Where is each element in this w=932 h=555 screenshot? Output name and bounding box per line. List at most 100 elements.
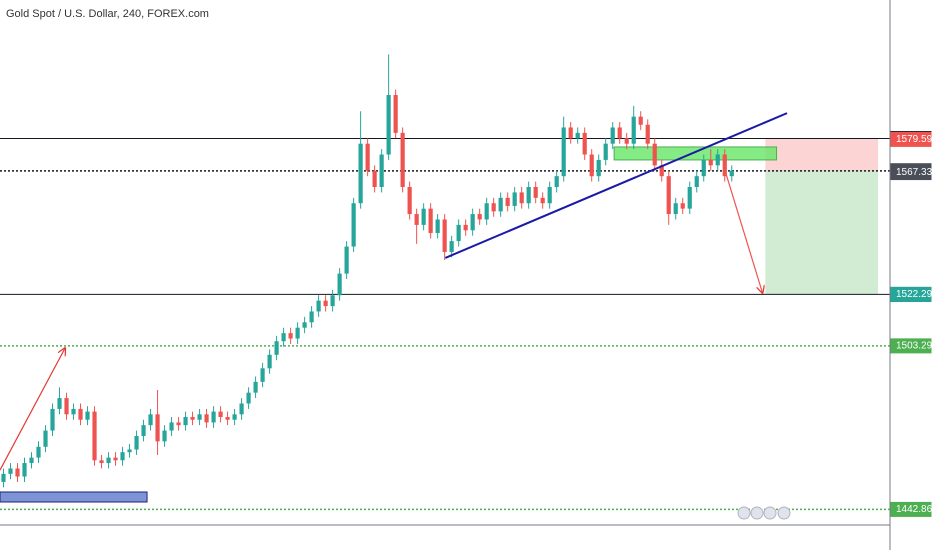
candle-body bbox=[155, 414, 160, 442]
candle-body bbox=[323, 300, 328, 307]
candle-body bbox=[8, 468, 13, 474]
candle-body bbox=[512, 192, 517, 206]
candle-body bbox=[29, 457, 34, 464]
candle-body bbox=[701, 159, 706, 177]
price-label: 1503.29 bbox=[896, 341, 932, 352]
candle-body bbox=[589, 154, 594, 177]
zone bbox=[765, 138, 879, 171]
chart-title: Gold Spot / U.S. Dollar, 240, FOREX.com bbox=[6, 8, 209, 20]
candle-body bbox=[687, 186, 692, 209]
candle-body bbox=[43, 430, 48, 447]
candle-body bbox=[456, 224, 461, 242]
candle-body bbox=[694, 176, 699, 187]
candle-body bbox=[596, 159, 601, 177]
candle-body bbox=[225, 417, 230, 420]
price-label-box bbox=[890, 131, 932, 147]
candle-body bbox=[631, 116, 636, 144]
candle-body bbox=[477, 214, 482, 220]
candle-body bbox=[729, 170, 734, 177]
candle-body bbox=[78, 408, 83, 420]
candle-body bbox=[680, 203, 685, 209]
candle-body bbox=[162, 430, 167, 442]
candle-body bbox=[253, 381, 258, 393]
zone bbox=[0, 491, 148, 503]
candle-body bbox=[484, 203, 489, 220]
candle-body bbox=[15, 468, 20, 477]
candle-body bbox=[659, 165, 664, 177]
zone bbox=[765, 170, 879, 295]
candle-body bbox=[722, 154, 727, 177]
candle-body bbox=[274, 341, 279, 355]
candle-body bbox=[351, 203, 356, 247]
candle-body bbox=[169, 422, 174, 431]
candle-body bbox=[211, 411, 216, 423]
event-flags bbox=[737, 506, 791, 520]
trend-line bbox=[0, 348, 65, 471]
candle-body bbox=[197, 414, 202, 420]
candle-body bbox=[498, 197, 503, 212]
candle-body bbox=[554, 176, 559, 187]
candle-body bbox=[610, 127, 615, 144]
candle-body bbox=[337, 273, 342, 296]
price-label-box bbox=[890, 165, 932, 181]
price-label-box bbox=[890, 338, 932, 354]
candle-body bbox=[582, 132, 587, 155]
candle-body bbox=[540, 197, 545, 204]
candle-body bbox=[204, 414, 209, 423]
candle-body bbox=[505, 197, 510, 206]
candle-body bbox=[624, 138, 629, 144]
candle-body bbox=[22, 463, 27, 477]
candle-body bbox=[106, 457, 111, 464]
candle-body bbox=[148, 414, 153, 426]
candle-body bbox=[183, 417, 188, 426]
candle-body bbox=[603, 143, 608, 160]
candle-body bbox=[533, 186, 538, 198]
price-axis-bg bbox=[890, 0, 932, 550]
candle-body bbox=[666, 176, 671, 215]
candle-body bbox=[218, 411, 223, 418]
candle-body bbox=[386, 94, 391, 155]
candle-body bbox=[414, 214, 419, 225]
candle-body bbox=[36, 446, 41, 458]
candle-body bbox=[638, 116, 643, 125]
candle-body bbox=[428, 208, 433, 234]
candle-body bbox=[463, 224, 468, 231]
candle-body bbox=[127, 449, 132, 453]
candle-body bbox=[400, 132, 405, 187]
candle-body bbox=[470, 214, 475, 231]
candle-body bbox=[561, 127, 566, 177]
price-label: 1522.29 bbox=[896, 289, 932, 300]
candle-body bbox=[491, 203, 496, 212]
candle-body bbox=[358, 143, 363, 204]
candle-body bbox=[1, 473, 6, 482]
candle-body bbox=[64, 398, 69, 415]
candle-body bbox=[92, 411, 97, 461]
candle-body bbox=[708, 159, 713, 166]
candle-body bbox=[120, 452, 125, 461]
candle-body bbox=[113, 457, 118, 461]
trend-line bbox=[444, 112, 788, 259]
candle-body bbox=[393, 94, 398, 133]
candle-body bbox=[260, 368, 265, 382]
price-label-box bbox=[890, 501, 932, 517]
zone bbox=[613, 146, 778, 161]
candle-body bbox=[568, 127, 573, 139]
candle-body bbox=[134, 435, 139, 450]
candle-body bbox=[344, 246, 349, 274]
candle-body bbox=[547, 186, 552, 204]
candle-body bbox=[176, 422, 181, 426]
candle-body bbox=[288, 333, 293, 339]
candle-body bbox=[309, 311, 314, 323]
price-label: 1442.86 bbox=[896, 504, 932, 515]
candle-body bbox=[316, 300, 321, 312]
candle-body bbox=[519, 192, 524, 204]
candle-body bbox=[71, 408, 76, 415]
candle-body bbox=[302, 322, 307, 328]
candle-body bbox=[372, 170, 377, 187]
candle-body bbox=[575, 132, 580, 139]
candle-body bbox=[673, 203, 678, 215]
candle-body bbox=[99, 460, 104, 464]
candle-body bbox=[330, 295, 335, 307]
candle-body bbox=[449, 241, 454, 252]
